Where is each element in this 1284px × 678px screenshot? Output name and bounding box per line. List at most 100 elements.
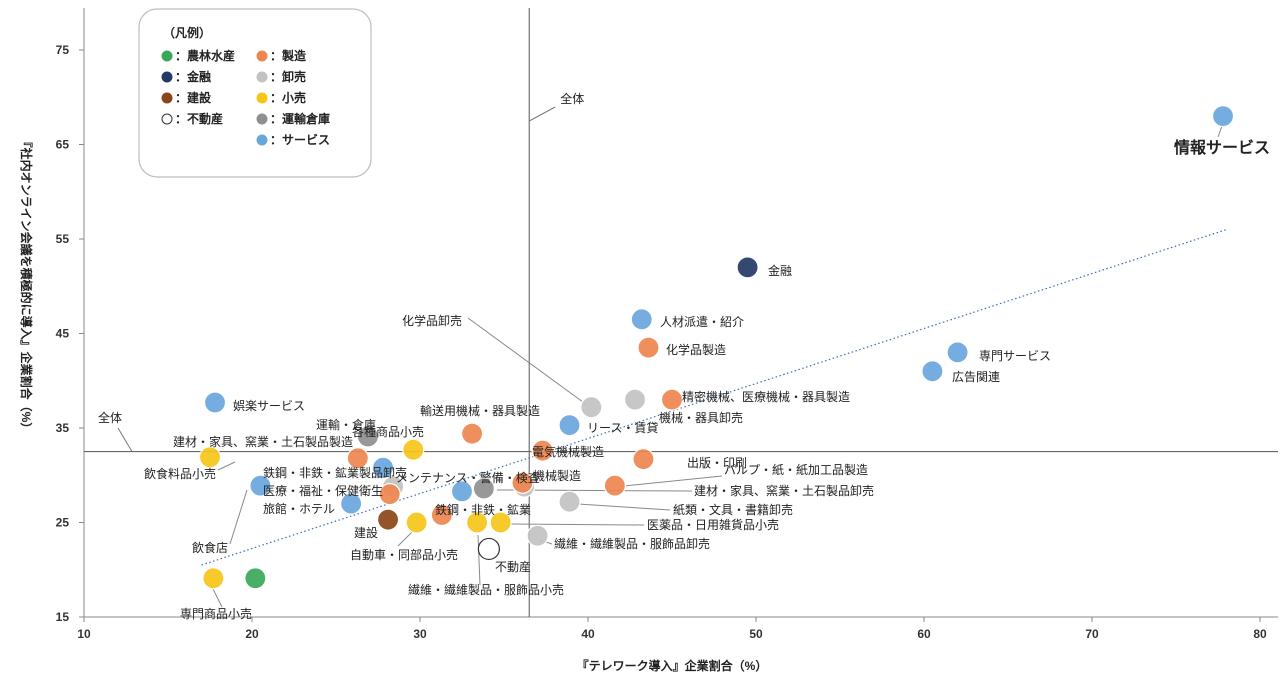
point-9	[580, 396, 603, 419]
leader-34	[229, 489, 248, 545]
y-tick-label-25: 25	[56, 516, 70, 530]
point-18	[489, 511, 512, 534]
point-label-10: リース・賃貸	[587, 420, 658, 435]
x-tick-label-30: 30	[413, 627, 427, 641]
point-label-35: 専門商品小売	[180, 606, 252, 621]
x-tick-label-60: 60	[917, 627, 931, 641]
overall-label-vertical: 全体	[560, 91, 584, 106]
overall-leader-horizontal	[117, 427, 133, 452]
legend-marker-con	[161, 92, 173, 104]
point-label-3: 人材派遣・紹介	[660, 314, 744, 329]
point-11	[460, 422, 484, 445]
point-label-25: 建設	[354, 525, 378, 540]
point-34	[249, 474, 272, 497]
point-36	[244, 567, 267, 590]
point-12	[531, 439, 554, 462]
point-label-13: 出版・印刷	[687, 456, 747, 470]
legend-label-fin: ：金融	[175, 69, 211, 84]
point-label-16: 機械製造	[533, 468, 581, 483]
x-tick-label-70: 70	[1085, 627, 1099, 641]
point-label-4: 化学品製造	[666, 342, 726, 357]
point-label-21: 繊維・繊維製品・服飾品小売	[408, 582, 564, 597]
leader-1	[1217, 125, 1223, 138]
point-19	[526, 524, 549, 547]
point-label-12: 電気機械製造	[532, 444, 604, 459]
point-label-19: 繊維・繊維製品・服飾品卸売	[554, 536, 710, 551]
point-13	[632, 448, 655, 471]
legend-label-mfg: ：製造	[270, 48, 307, 63]
legend-marker-fin	[161, 71, 173, 83]
legend-label-re: ：不動産	[175, 111, 223, 126]
x-tick-label-50: 50	[749, 627, 763, 641]
legend-marker-whl	[256, 71, 268, 83]
legend-label-con: ：建設	[175, 90, 212, 105]
point-label-8: 機械・器具卸売	[659, 410, 743, 425]
y-tick-label-45: 45	[56, 327, 70, 341]
point-25	[376, 508, 400, 531]
legend-box	[138, 8, 372, 178]
point-10	[558, 414, 581, 437]
leader-14	[623, 475, 723, 487]
point-label-27: 各種商品小売	[352, 424, 424, 439]
point-label-34: 飲食店	[192, 540, 228, 555]
point-35	[202, 567, 225, 590]
point-label-23: 鉄鋼・非鉄・鉱業	[435, 502, 531, 517]
point-label-5: 専門サービス	[979, 349, 1051, 363]
legend-label-trn: ：運輸倉庫	[270, 111, 330, 126]
point-label-17: 紙類・文具・書籍卸売	[673, 502, 793, 517]
point-22	[472, 477, 495, 500]
legend-marker-ret	[256, 92, 268, 104]
axes: 10 20 30 40 50 60 70 80 15 25 35 45 55 65 75	[56, 8, 1278, 641]
x-tick-label-20: 20	[245, 627, 259, 641]
point-label-1: 情報サービス	[1174, 138, 1270, 157]
x-tick-label-10: 10	[77, 627, 91, 641]
point-17	[558, 490, 581, 513]
point-label-14: パルプ・紙・紙加工品製造	[724, 462, 868, 477]
legend-label-whl: ：卸売	[270, 69, 306, 84]
point-8	[623, 388, 647, 411]
point-label-26: 運輸・倉庫	[316, 417, 376, 432]
point-14	[603, 474, 626, 497]
legend-marker-trn	[256, 113, 268, 125]
legend: （凡例） ：農林水産 ：製造 ：金融 ：卸売 ：建設 ：小売 ：不動産 ：運輸倉庫 ：サービス	[138, 8, 372, 178]
point-21	[466, 511, 489, 534]
point-26	[356, 425, 380, 448]
legend-marker-svc	[256, 134, 268, 146]
point-1	[1211, 105, 1235, 128]
point-label-24: 自動車・同部品小売	[350, 547, 458, 562]
point-31	[340, 492, 363, 515]
point-label-18: 医薬品・日用雑貨品小売	[647, 517, 779, 532]
point-33	[198, 446, 222, 469]
y-tick-label-55: 55	[56, 232, 70, 246]
point-32	[203, 391, 227, 414]
leader-9	[467, 317, 588, 406]
point-label-7: 精密機械、医療機械・器具製造	[682, 389, 850, 404]
point-label-32: 娯楽サービス	[233, 399, 305, 413]
y-tick-label-65: 65	[56, 138, 70, 152]
leader-18	[509, 523, 645, 526]
leader-21	[477, 534, 481, 586]
point-label-15: 建材・家具、窯業・土石製品卸売	[694, 483, 874, 498]
y-axis-title: 『社内オンライン会議を積極的に導入』企業割合（%）	[19, 136, 34, 435]
point-3	[630, 308, 653, 331]
overall-leader-vertical	[528, 106, 556, 122]
leader-17	[577, 503, 671, 511]
point-label-28: 建材・家具、窯業・土石製品製造	[173, 434, 353, 449]
point-30	[378, 483, 401, 506]
y-tick-label-35: 35	[56, 421, 70, 435]
legend-marker-re	[161, 113, 173, 125]
point-label-29: 鉄鋼・非鉄・鉱業製品卸売	[263, 465, 407, 480]
legend-label-agri: ：農林水産	[175, 48, 235, 63]
legend-marker-mfg	[256, 50, 268, 62]
point-label-6: 広告関連	[952, 370, 1000, 384]
leader-33	[217, 461, 236, 471]
point-label-20: 不動産	[495, 559, 531, 574]
point-16	[511, 471, 534, 494]
point-label-9: 化学品卸売	[402, 313, 462, 328]
point-label-11: 輸送用機械・器具製造	[420, 403, 540, 418]
point-27	[402, 438, 425, 461]
point-label-2: 金融	[768, 263, 792, 278]
point-28	[346, 447, 369, 470]
point-label-31: 旅館・ホテル	[263, 501, 335, 516]
